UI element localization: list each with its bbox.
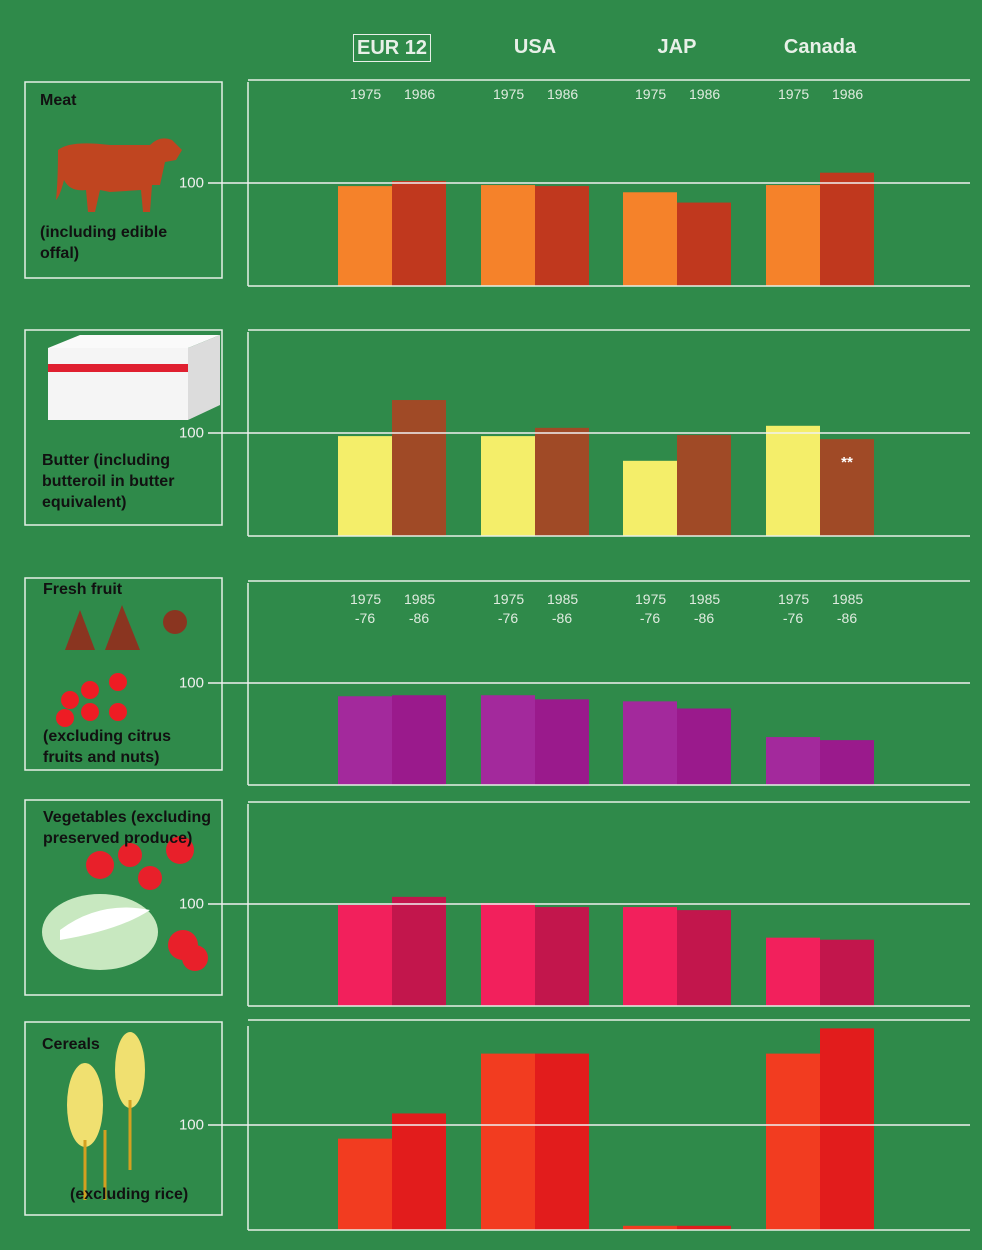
period-label: 1985 -86 bbox=[404, 591, 436, 626]
bar bbox=[481, 695, 535, 785]
bar bbox=[338, 905, 392, 1006]
period-label: 1986 bbox=[547, 86, 579, 102]
bar bbox=[392, 896, 446, 1006]
bar bbox=[535, 699, 589, 785]
y-tick-label: 100 bbox=[178, 1116, 204, 1134]
period-label: 1985 -86 bbox=[547, 591, 579, 626]
period-label: 1975 -76 bbox=[635, 591, 667, 626]
bar bbox=[338, 696, 392, 785]
bar bbox=[535, 427, 589, 536]
bar bbox=[535, 907, 589, 1006]
y-tick-label: 100 bbox=[178, 674, 204, 692]
bar bbox=[820, 1028, 874, 1230]
bar bbox=[677, 910, 731, 1006]
bar bbox=[766, 425, 820, 536]
panel-note: (excluding citrus fruits and nuts) bbox=[43, 728, 172, 766]
left-boxes bbox=[24, 81, 249, 1230]
bar bbox=[338, 186, 392, 286]
country-label: JAP bbox=[657, 36, 697, 58]
bar bbox=[338, 1138, 392, 1230]
period-label: 1986 bbox=[832, 86, 864, 102]
period-label: 1985 -86 bbox=[832, 591, 864, 626]
bar bbox=[820, 172, 874, 286]
panel-label: Butter (including butteroil in butter eq… bbox=[42, 452, 175, 511]
bar bbox=[623, 907, 677, 1006]
icons bbox=[42, 138, 220, 1200]
bar bbox=[820, 939, 874, 1006]
country-label: Canada bbox=[783, 36, 857, 58]
y-tick-label: 100 bbox=[178, 424, 204, 442]
bar bbox=[535, 186, 589, 286]
country-label: USA bbox=[513, 36, 557, 58]
period-label: 1985 -86 bbox=[689, 591, 721, 626]
bar bbox=[623, 460, 677, 536]
panel-note: (including edible offal) bbox=[40, 224, 168, 262]
country-label: EUR 12 bbox=[352, 34, 432, 62]
annotation: ** bbox=[841, 454, 853, 472]
bar bbox=[820, 439, 874, 536]
period-label: 1975 -76 bbox=[493, 591, 525, 626]
bar bbox=[677, 435, 731, 536]
bar bbox=[766, 737, 820, 785]
panel-label: Meat bbox=[40, 92, 77, 109]
bar bbox=[766, 1053, 820, 1230]
bar bbox=[392, 180, 446, 286]
period-label: 1975 bbox=[493, 86, 525, 102]
bar bbox=[623, 1225, 677, 1230]
bar bbox=[392, 400, 446, 536]
panel-note: (excluding rice) bbox=[70, 1186, 189, 1203]
bar bbox=[766, 185, 820, 286]
period-label: 1975 -76 bbox=[778, 591, 810, 626]
period-label: 1975 bbox=[635, 86, 667, 102]
bar bbox=[820, 740, 874, 785]
bar bbox=[392, 695, 446, 785]
bar bbox=[481, 185, 535, 286]
bar bbox=[623, 701, 677, 785]
bar bbox=[481, 902, 535, 1006]
bar bbox=[766, 937, 820, 1006]
bar bbox=[677, 1225, 731, 1230]
period-label: 1975 bbox=[350, 86, 382, 102]
y-tick-label: 100 bbox=[178, 895, 204, 913]
bar bbox=[338, 436, 392, 536]
panel-label: Cereals bbox=[42, 1036, 100, 1053]
bar bbox=[623, 192, 677, 286]
bar bbox=[677, 708, 731, 785]
bar bbox=[481, 436, 535, 536]
period-label: 1986 bbox=[404, 86, 436, 102]
bar bbox=[481, 1053, 535, 1230]
period-label: 1975 bbox=[778, 86, 810, 102]
bar bbox=[677, 202, 731, 286]
bar bbox=[392, 1113, 446, 1230]
panel-label: Vegetables (excluding preserved produce) bbox=[43, 809, 212, 847]
bar bbox=[535, 1053, 589, 1230]
panel-label: Fresh fruit bbox=[43, 581, 123, 598]
y-tick-label: 100 bbox=[178, 174, 204, 192]
period-label: 1986 bbox=[689, 86, 721, 102]
period-label: 1975 -76 bbox=[350, 591, 382, 626]
